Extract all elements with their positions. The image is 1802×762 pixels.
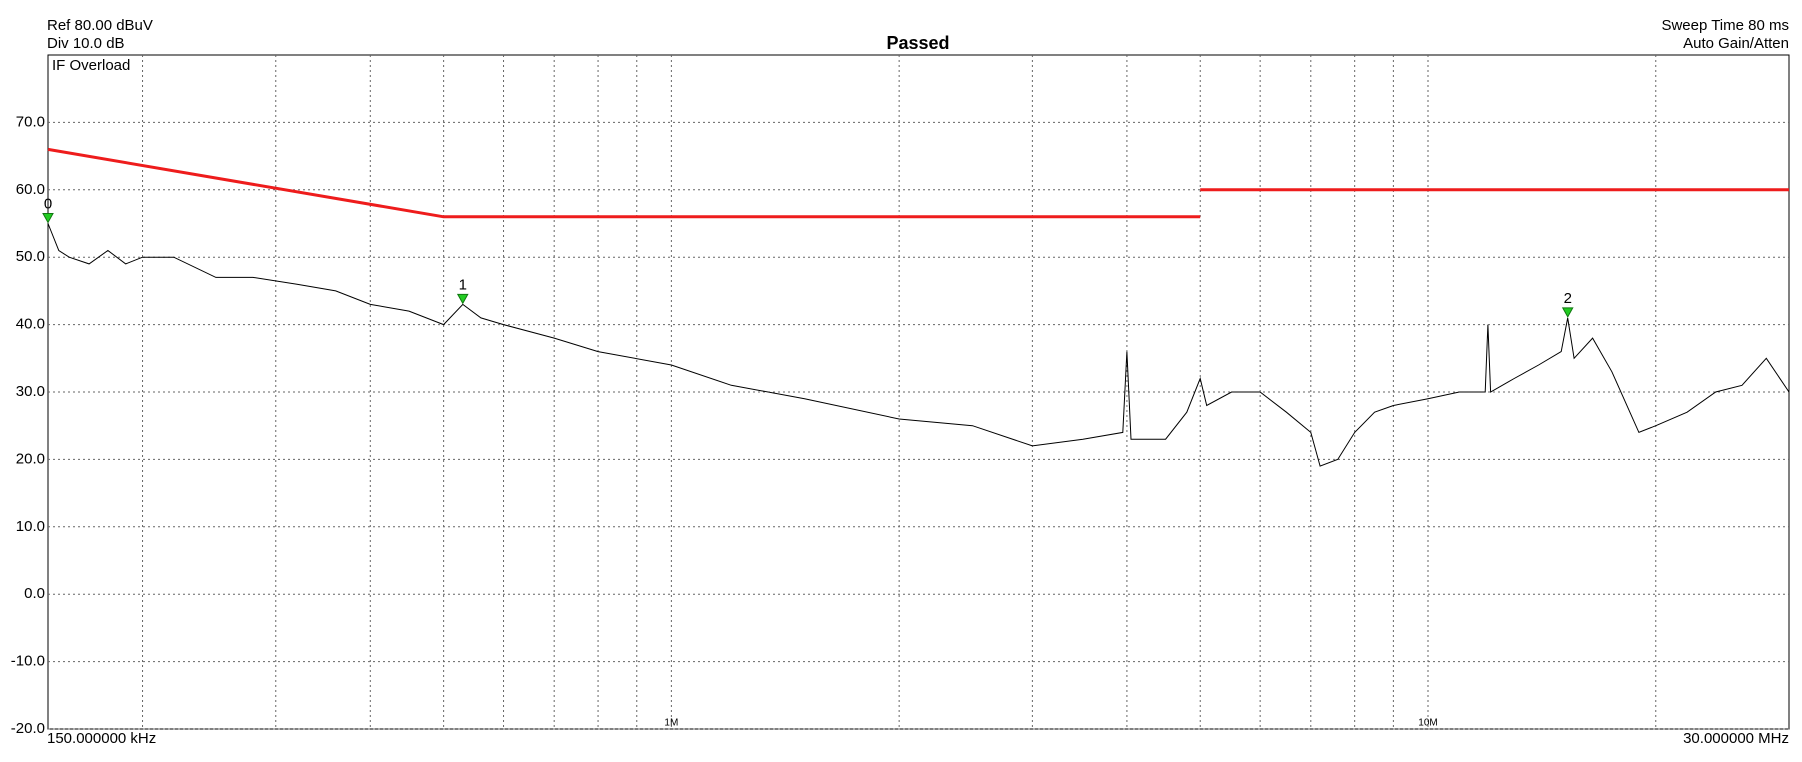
trace bbox=[47, 147, 1789, 219]
ref-level: Ref 80.00 dBuV bbox=[47, 17, 153, 34]
trace bbox=[47, 223, 1790, 467]
y-tick-label: 10.0 bbox=[16, 518, 45, 535]
marker bbox=[1561, 307, 1574, 318]
marker-label: 1 bbox=[459, 276, 467, 293]
x-tick-label: 10M bbox=[1418, 718, 1437, 729]
if-overload: IF Overload bbox=[52, 57, 130, 74]
y-tick-label: 60.0 bbox=[16, 181, 45, 198]
y-tick-label: 0.0 bbox=[24, 585, 45, 602]
x-tick-label: 1M bbox=[664, 718, 678, 729]
y-tick-label: 50.0 bbox=[16, 248, 45, 265]
start-freq: 150.000000 kHz bbox=[47, 730, 156, 747]
marker bbox=[456, 293, 469, 305]
y-tick-label: 40.0 bbox=[16, 316, 45, 333]
y-tick-label: 30.0 bbox=[16, 383, 45, 400]
y-tick-label: 70.0 bbox=[16, 113, 45, 130]
marker-label: 2 bbox=[1564, 290, 1572, 307]
status-title: Passed bbox=[886, 33, 949, 53]
stop-freq: 30.000000 MHz bbox=[1683, 730, 1789, 747]
marker-label: 0 bbox=[44, 195, 52, 212]
y-tick-label: -20.0 bbox=[11, 720, 45, 737]
sweep-time: Sweep Time 80 ms bbox=[1661, 17, 1789, 34]
y-tick-label: 20.0 bbox=[16, 450, 45, 467]
gain-atten: Auto Gain/Atten bbox=[1683, 35, 1789, 52]
y-tick-label: -10.0 bbox=[11, 653, 45, 670]
div-scale: Div 10.0 dB bbox=[47, 35, 125, 52]
marker bbox=[42, 213, 54, 224]
